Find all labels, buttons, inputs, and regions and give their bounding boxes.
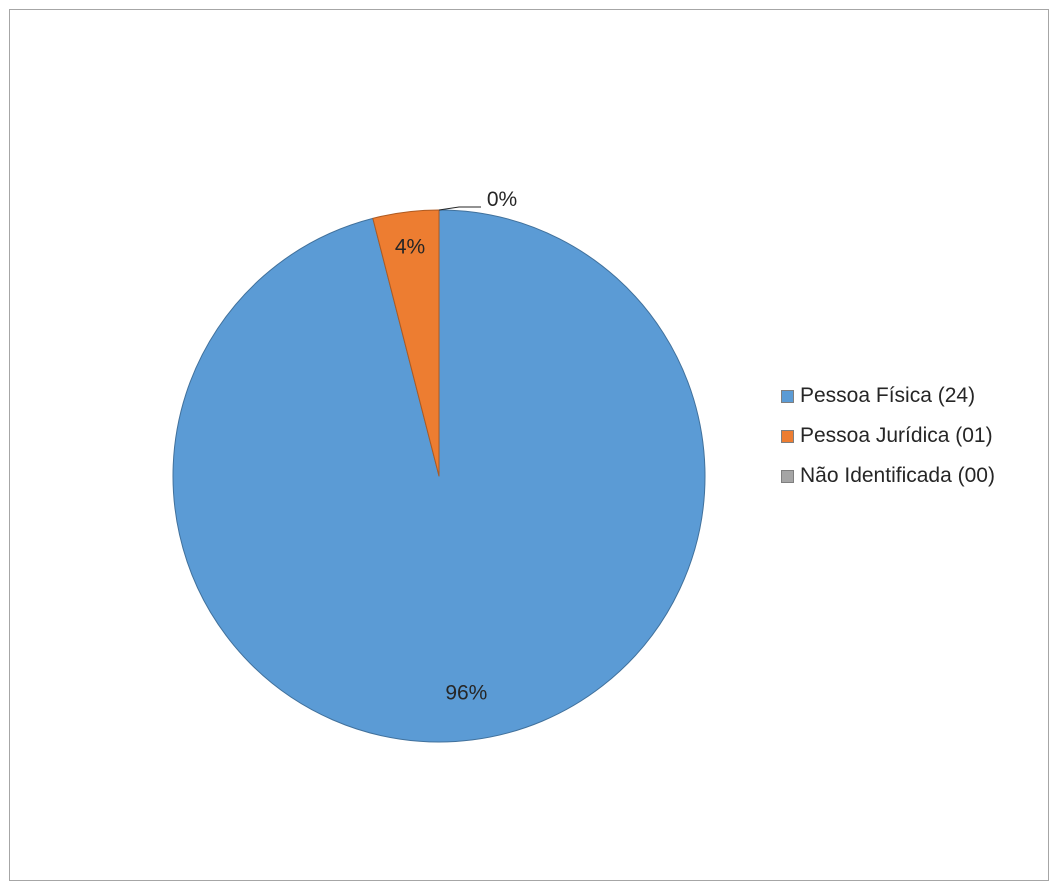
legend-label-pessoa-fisica: Pessoa Física (24) (800, 384, 976, 407)
leader-line-nao-identificada (438, 206, 481, 211)
pie-slice-pessoa-juridica (372, 209, 440, 477)
legend-entry-pessoa-fisica: Pessoa Física (24) (781, 384, 995, 408)
legend-entry-nao-identificada: Não Identificada (00) (781, 464, 995, 488)
legend-label-pessoa-juridica: Pessoa Jurídica (01) (800, 424, 993, 447)
legend-swatch-nao-identificada (781, 469, 794, 483)
data-label-nao-identificada: 0% (487, 188, 517, 211)
legend-swatch-pessoa-juridica (781, 429, 794, 443)
data-label-pessoa-fisica: 96% (445, 681, 487, 704)
legend-swatch-pessoa-fisica (781, 389, 794, 403)
legend-entry-pessoa-juridica: Pessoa Jurídica (01) (781, 424, 995, 448)
legend: Pessoa Física (24) Pessoa Jurídica (01) … (781, 384, 995, 504)
legend-label-nao-identificada: Não Identificada (00) (800, 464, 995, 487)
data-label-pessoa-juridica: 4% (395, 235, 425, 258)
